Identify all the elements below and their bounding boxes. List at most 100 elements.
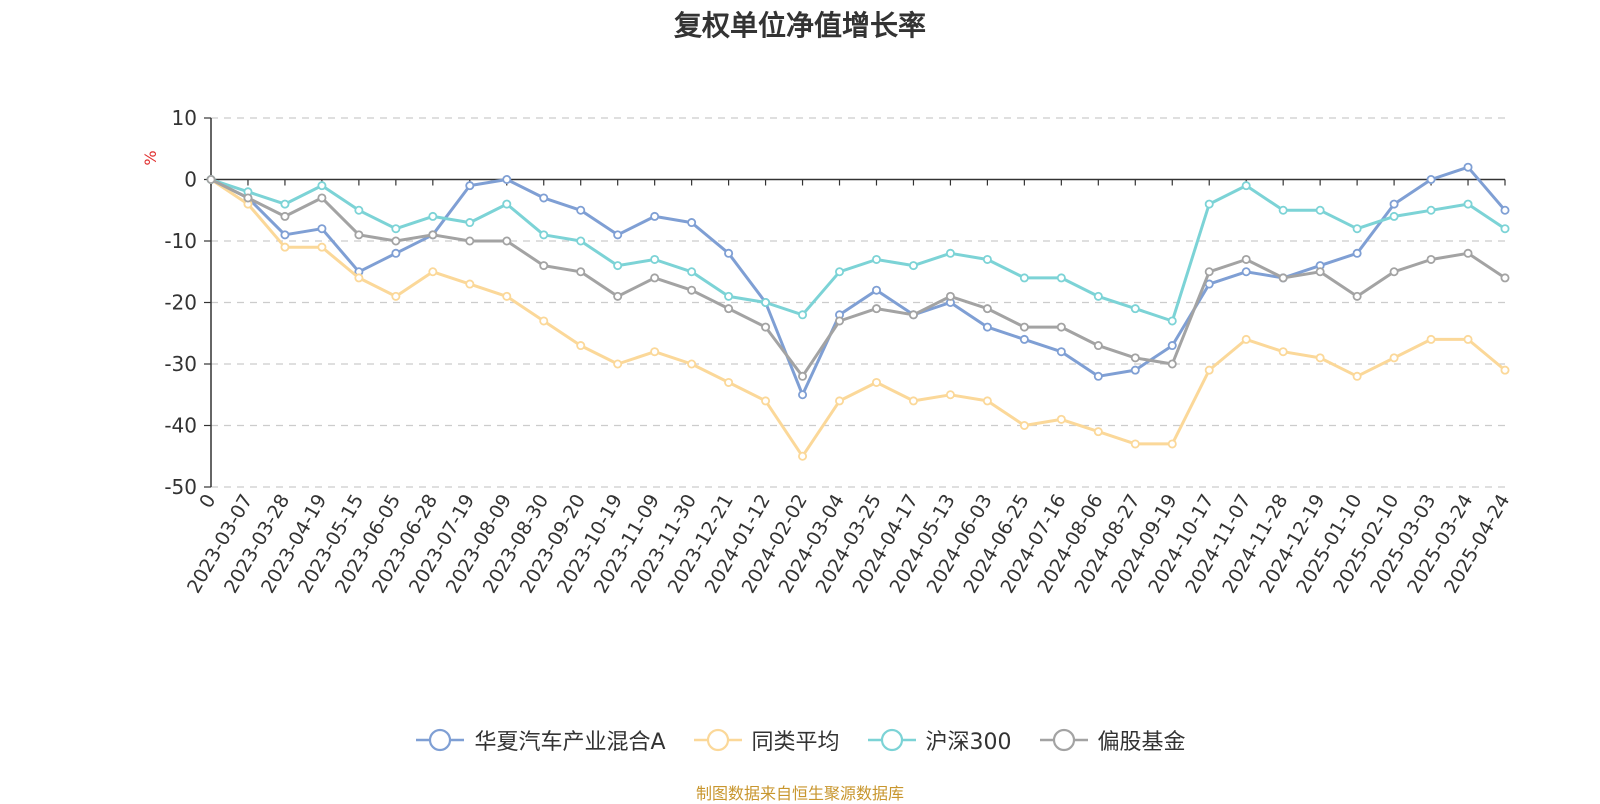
data-point	[280, 242, 290, 252]
data-point	[1167, 341, 1177, 351]
data-point	[798, 390, 808, 400]
data-point	[1019, 273, 1029, 283]
data-point	[835, 316, 845, 326]
data-point	[1500, 273, 1510, 283]
data-point	[945, 248, 955, 258]
data-point	[391, 236, 401, 246]
y-tick-label: 10	[172, 106, 197, 130]
series-line	[209, 165, 1507, 397]
legend-marker-icon	[867, 728, 916, 752]
data-point	[1352, 291, 1362, 301]
data-point	[1130, 439, 1140, 449]
data-point	[1352, 224, 1362, 234]
data-point	[982, 322, 992, 332]
data-point	[687, 285, 697, 295]
data-point	[317, 181, 327, 191]
data-point	[502, 291, 512, 301]
data-point	[539, 261, 549, 271]
data-point	[502, 199, 512, 209]
legend-item[interactable]: 沪深300	[866, 724, 1012, 756]
data-point	[798, 451, 808, 461]
data-point	[465, 218, 475, 228]
data-point	[982, 254, 992, 264]
data-point	[1315, 353, 1325, 363]
data-point	[945, 291, 955, 301]
data-point	[576, 205, 586, 215]
y-tick-label: -20	[164, 291, 197, 315]
data-point	[908, 396, 918, 406]
legend-label: 偏股基金	[1097, 730, 1186, 755]
data-point	[1426, 205, 1436, 215]
legend-item[interactable]: 同类平均	[692, 724, 840, 756]
data-point	[502, 236, 512, 246]
data-point	[280, 230, 290, 240]
data-point	[576, 267, 586, 277]
data-point	[1167, 359, 1177, 369]
data-point	[1056, 347, 1066, 357]
data-point	[613, 291, 623, 301]
x-tick-label: 0	[195, 491, 220, 512]
data-point	[1463, 248, 1473, 258]
data-point	[835, 267, 845, 277]
y-ticks: 10 0 -10 -20 -30 -40 -50	[164, 106, 211, 499]
data-point	[576, 341, 586, 351]
y-tick-label: -10	[164, 229, 197, 253]
series-1	[206, 174, 1510, 461]
data-point	[613, 230, 623, 240]
data-point	[1278, 273, 1288, 283]
data-point	[724, 304, 734, 314]
data-point	[1389, 267, 1399, 277]
data-point	[206, 174, 216, 184]
series-0	[206, 162, 1510, 400]
legend-marker-icon	[693, 728, 742, 752]
legend: 华夏汽车产业混合A 同类平均 沪深300 偏股基金	[0, 722, 1600, 758]
legend-item[interactable]: 华夏汽车产业混合A	[414, 724, 666, 756]
data-point	[317, 224, 327, 234]
data-point	[1056, 322, 1066, 332]
data-point	[502, 174, 512, 184]
data-point	[354, 230, 364, 240]
data-point	[1130, 304, 1140, 314]
data-point	[428, 267, 438, 277]
data-point	[1500, 205, 1510, 215]
data-point	[871, 285, 881, 295]
data-point	[687, 359, 697, 369]
data-point	[798, 371, 808, 381]
data-point	[1056, 273, 1066, 283]
gridlines	[211, 117, 1505, 488]
data-point	[1315, 267, 1325, 277]
data-point	[317, 193, 327, 203]
series-line	[209, 178, 1507, 458]
data-point	[1389, 353, 1399, 363]
data-point	[761, 322, 771, 332]
data-point	[1278, 347, 1288, 357]
data-point	[1463, 199, 1473, 209]
data-point	[1426, 334, 1436, 344]
data-point	[1204, 199, 1214, 209]
data-point	[391, 291, 401, 301]
data-point	[1426, 254, 1436, 264]
data-point	[724, 377, 734, 387]
data-point	[1019, 420, 1029, 430]
data-point	[354, 205, 364, 215]
data-point	[1019, 322, 1029, 332]
legend-label: 沪深300	[925, 730, 1012, 755]
y-tick-label: -40	[164, 414, 197, 438]
y-tick-label: -30	[164, 352, 197, 376]
legend-marker-icon	[1039, 728, 1088, 752]
data-point	[1389, 211, 1399, 221]
data-point	[539, 230, 549, 240]
data-point	[650, 347, 660, 357]
data-point	[1352, 371, 1362, 381]
series-line	[209, 178, 1507, 323]
series-3	[206, 174, 1510, 381]
data-point	[1167, 439, 1177, 449]
legend-label: 同类平均	[751, 730, 840, 755]
data-point	[1352, 248, 1362, 258]
data-point	[908, 261, 918, 271]
legend-item[interactable]: 偏股基金	[1038, 724, 1186, 756]
data-point	[1278, 205, 1288, 215]
data-point	[1241, 267, 1251, 277]
data-point	[1204, 365, 1214, 375]
